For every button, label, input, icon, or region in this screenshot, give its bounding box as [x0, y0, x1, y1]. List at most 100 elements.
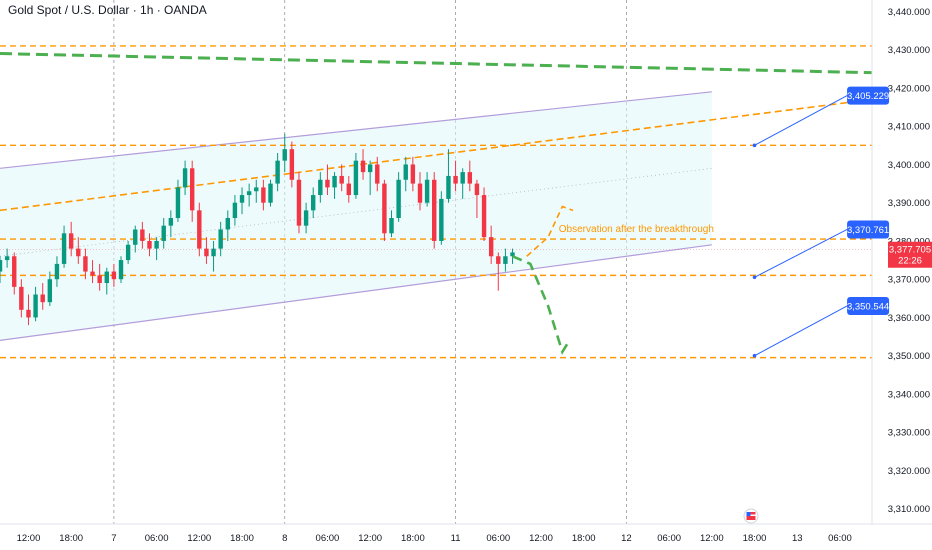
candle-body — [460, 172, 465, 184]
candle-body — [197, 210, 202, 249]
x-tick-label: 18:00 — [59, 533, 83, 544]
candle-body — [467, 172, 473, 184]
candle-body — [375, 164, 380, 184]
channel-fill — [0, 91, 712, 341]
candle-body — [168, 218, 174, 226]
candle-body — [346, 183, 352, 196]
candle-body — [189, 168, 195, 211]
y-tick-label: 3,310.000 — [888, 504, 930, 515]
candle-body — [68, 233, 74, 249]
y-tick-label: 3,330.000 — [888, 428, 930, 439]
candle-body — [211, 248, 216, 257]
candle-body — [118, 260, 124, 280]
candle-body — [296, 179, 302, 226]
candle-body — [432, 179, 437, 241]
chart-title: Gold Spot / U.S. Dollar · 1h · OANDA — [8, 3, 207, 17]
candle-body — [232, 202, 238, 219]
y-tick-label: 3,440.000 — [888, 7, 930, 18]
x-tick-label: 12 — [621, 533, 632, 544]
x-tick-label: 06:00 — [145, 533, 169, 544]
candle-body — [4, 256, 10, 261]
candle-body — [133, 229, 138, 245]
candle-body — [246, 191, 252, 196]
candles — [0, 133, 515, 326]
candle-body — [282, 149, 287, 161]
candle-body — [332, 175, 337, 188]
target-anchor-dot — [752, 353, 757, 358]
candle-body — [12, 256, 17, 287]
projection-down-path — [512, 255, 571, 355]
countdown-label: 22:26 — [898, 256, 922, 267]
trendlines — [0, 52, 873, 212]
candle-body — [0, 260, 3, 272]
channel-lower-line — [0, 244, 712, 342]
y-tick-label: 3,430.000 — [888, 45, 930, 56]
x-tick-label: 11 — [451, 533, 461, 544]
candle-body — [446, 175, 451, 199]
x-tick-label: 18:00 — [572, 533, 596, 544]
candle-body — [225, 218, 230, 230]
candle-body — [90, 271, 95, 276]
target-badge-label: 3,350.544 — [847, 301, 889, 312]
candle-body — [76, 248, 81, 257]
candle-body — [111, 271, 117, 280]
candle-body — [389, 218, 394, 234]
x-tick-label: 12:00 — [187, 533, 211, 544]
x-tick-label: 12:00 — [358, 533, 382, 544]
candle-body — [289, 149, 295, 180]
candle-body — [481, 195, 487, 238]
candle-body — [353, 160, 359, 196]
candle-body — [104, 271, 109, 284]
candle-body — [496, 256, 501, 264]
us-flag-stripe-white — [746, 514, 756, 516]
rising-trendline — [0, 98, 873, 212]
x-tick-label: 06:00 — [316, 533, 340, 544]
candle-body — [175, 187, 181, 219]
candle-body — [254, 187, 259, 192]
candle-body — [182, 168, 188, 188]
candle-body — [140, 229, 145, 241]
y-tick-label: 3,360.000 — [888, 313, 930, 324]
candle-body — [439, 198, 444, 241]
candle-body — [488, 237, 494, 257]
y-tick-label: 3,350.000 — [888, 351, 930, 362]
y-tick-label: 3,390.000 — [888, 198, 930, 209]
target-badge — [847, 296, 890, 315]
candle-body — [503, 256, 508, 264]
candle-body — [125, 244, 131, 261]
x-tick-label: 06:00 — [657, 533, 681, 544]
target-anchor-dot — [752, 275, 757, 280]
candle-body — [275, 160, 280, 184]
candle-body — [218, 229, 223, 249]
target-badge-label: 3,370.761 — [847, 225, 889, 236]
candle-body — [510, 252, 515, 257]
candle-body — [19, 286, 24, 310]
target-anchor-dot — [752, 143, 757, 148]
candle-body — [339, 175, 344, 184]
horizontal-levels — [0, 45, 872, 359]
candle-body — [417, 183, 423, 203]
candle-body — [303, 210, 309, 226]
x-tick-label: 18:00 — [401, 533, 425, 544]
candle-body — [40, 294, 45, 303]
projection-up-path — [526, 205, 574, 257]
annotation-text: Observation after the breakthrough — [559, 224, 714, 235]
falling-trendline — [0, 52, 873, 75]
projection-paths: Observation after the breakthrough — [512, 205, 714, 355]
price-channel — [0, 91, 712, 342]
candle-body — [26, 309, 31, 318]
candle-body — [154, 240, 159, 249]
candle-body — [239, 195, 245, 203]
candle-body — [161, 225, 166, 241]
candle-body — [396, 179, 401, 219]
target-connector — [754, 305, 848, 357]
target-connector — [754, 95, 848, 146]
candle-body — [147, 240, 152, 249]
x-tick-label: 13 — [792, 533, 803, 544]
candle-body — [453, 175, 458, 184]
current-price-label: 3,377.705 — [889, 245, 931, 256]
y-tick-label: 3,340.000 — [888, 389, 930, 400]
target-badge-label: 3,405.229 — [847, 91, 889, 102]
y-tick-label: 3,400.000 — [888, 160, 930, 171]
